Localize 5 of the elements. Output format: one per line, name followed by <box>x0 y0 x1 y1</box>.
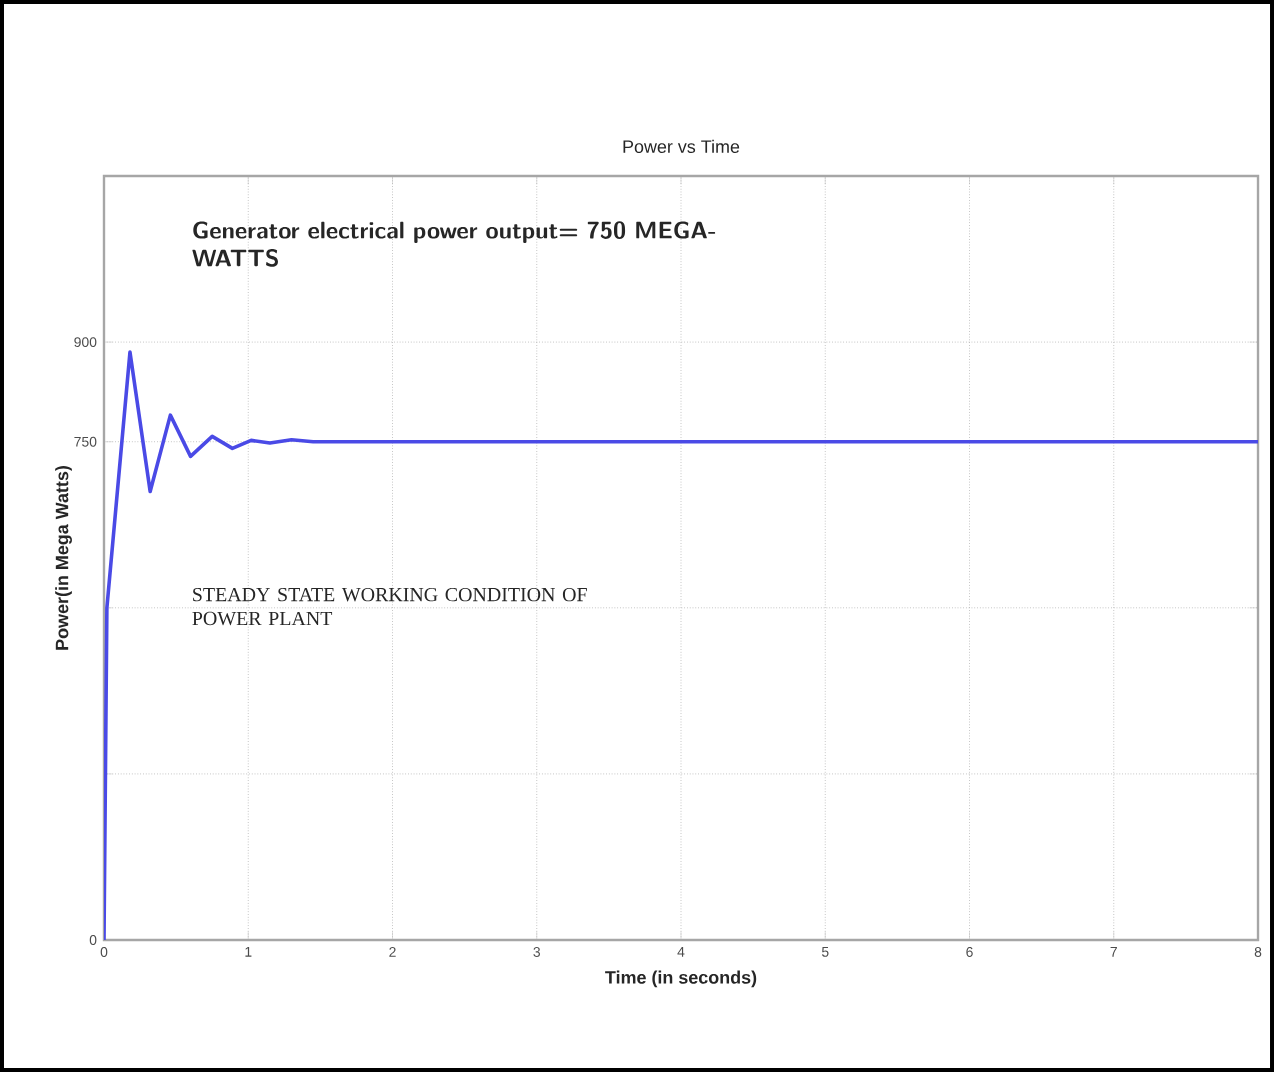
y-axis-title: Power(in Mega Watts) <box>55 466 72 650</box>
annotation: STEADY STATE WORKING CONDITION OF POWER PLANT <box>192 587 587 626</box>
x-axis-title: Time (in seconds) <box>605 970 757 988</box>
annotation: Generator electrical power output= 750 MEGA-WATTS <box>192 221 716 267</box>
chart-title: Power vs Time <box>623 139 740 154</box>
